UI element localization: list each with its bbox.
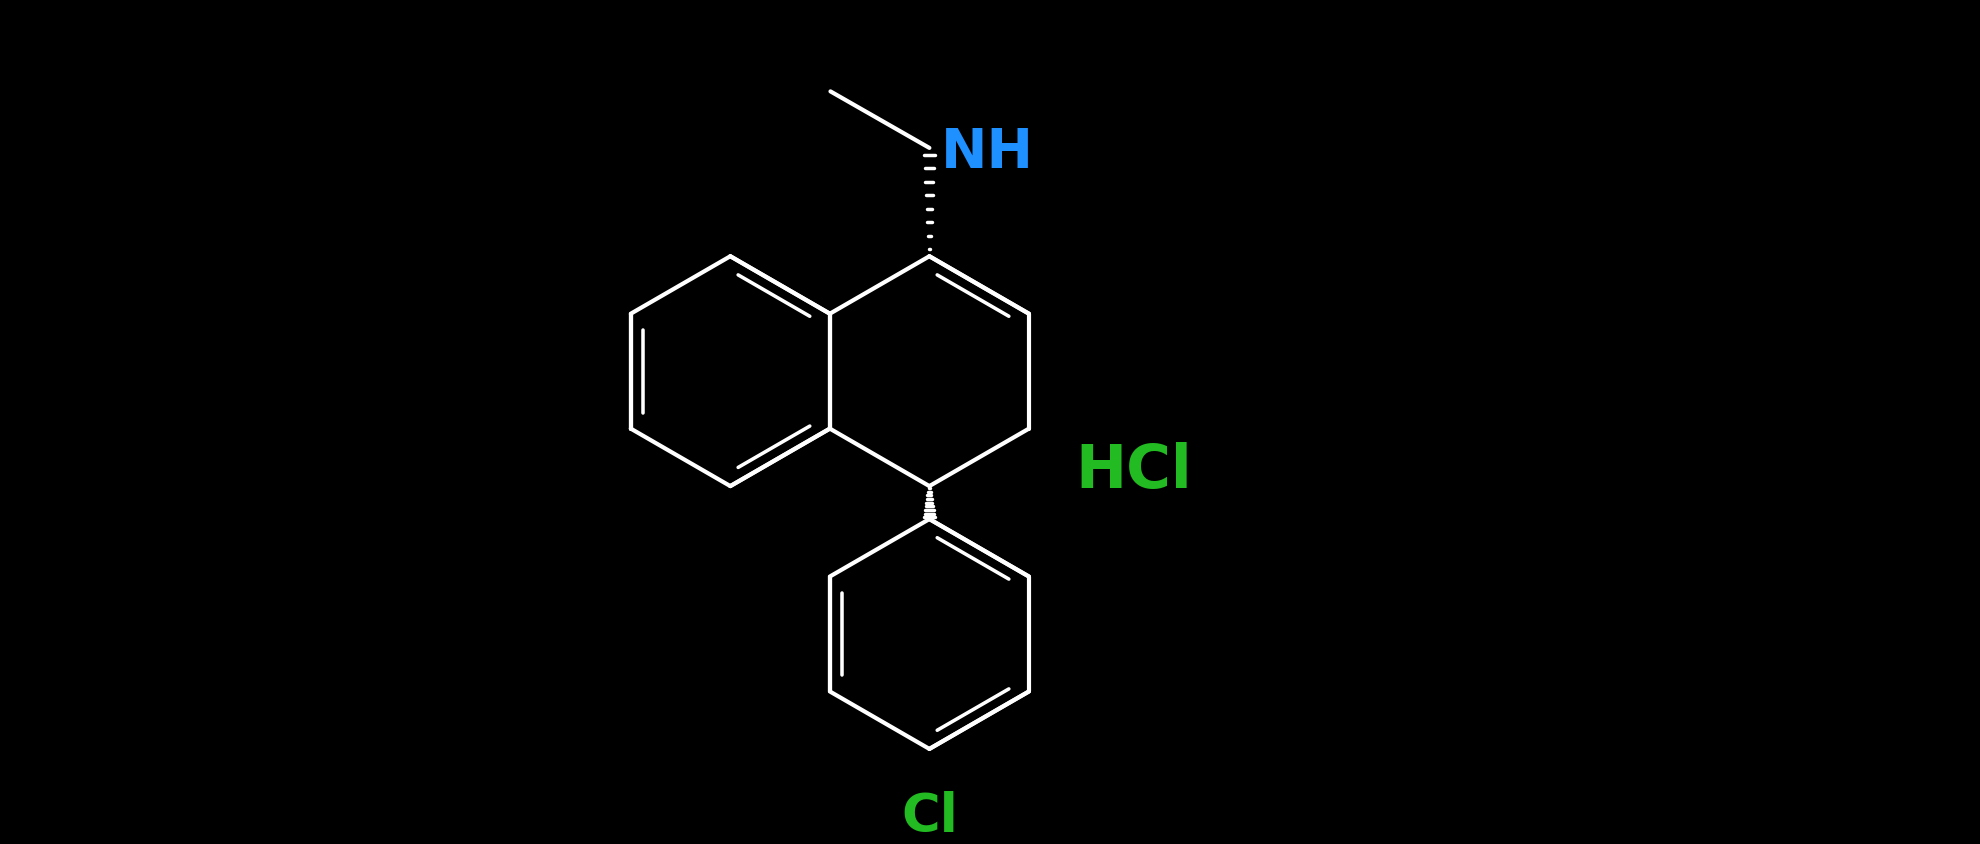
Text: HCl: HCl: [1075, 442, 1192, 501]
Text: NH: NH: [940, 126, 1034, 180]
Text: Cl: Cl: [901, 792, 958, 843]
